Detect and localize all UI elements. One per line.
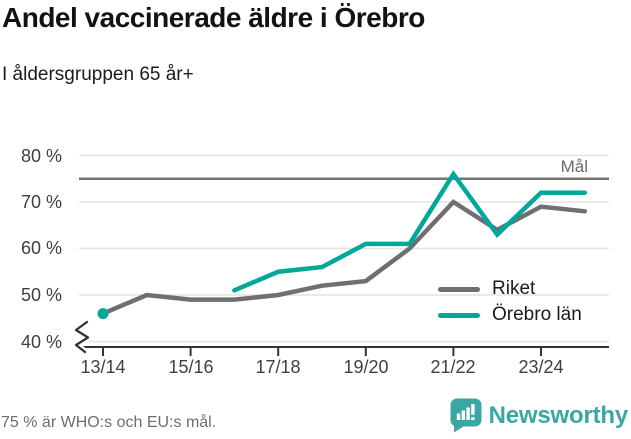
x-axis-tick-label: 21/22 <box>430 357 476 377</box>
page-title: Andel vaccinerade äldre i Örebro <box>2 2 425 33</box>
y-axis-tick-label: 40 % <box>20 332 62 352</box>
brand-name: Newsworthy <box>488 401 629 429</box>
x-axis-tick-label: 19/20 <box>343 357 389 377</box>
legend-item-riket: Riket <box>438 278 535 300</box>
newsworthy-bar-chart-pin-icon <box>450 398 482 433</box>
legend-label: Riket <box>492 278 536 299</box>
y-axis-tick-label: 50 % <box>20 285 62 305</box>
goal-line-label: Mål <box>560 157 588 176</box>
y-axis-tick-label: 80 % <box>20 146 62 166</box>
footnote: 75 % är WHO:s och EU:s mål. <box>1 414 217 431</box>
legend-label: Örebro län <box>492 304 582 325</box>
y-axis-tick-label: 70 % <box>20 192 62 212</box>
page-subtitle: I åldersgruppen 65 år+ <box>2 64 194 85</box>
legend-swatch-riket <box>438 286 480 292</box>
legend-swatch-orebro <box>438 312 480 318</box>
legend-item-orebro: Örebro län <box>438 304 582 326</box>
newsworthy-logo-link[interactable]: Newsworthy <box>450 398 628 433</box>
x-axis-tick-label: 23/24 <box>518 357 564 377</box>
x-axis-tick-label: 13/14 <box>80 357 126 377</box>
x-axis-tick-label: 17/18 <box>255 357 301 377</box>
y-axis-tick-label: 60 % <box>20 238 62 258</box>
x-axis-tick-label: 15/16 <box>168 357 214 377</box>
